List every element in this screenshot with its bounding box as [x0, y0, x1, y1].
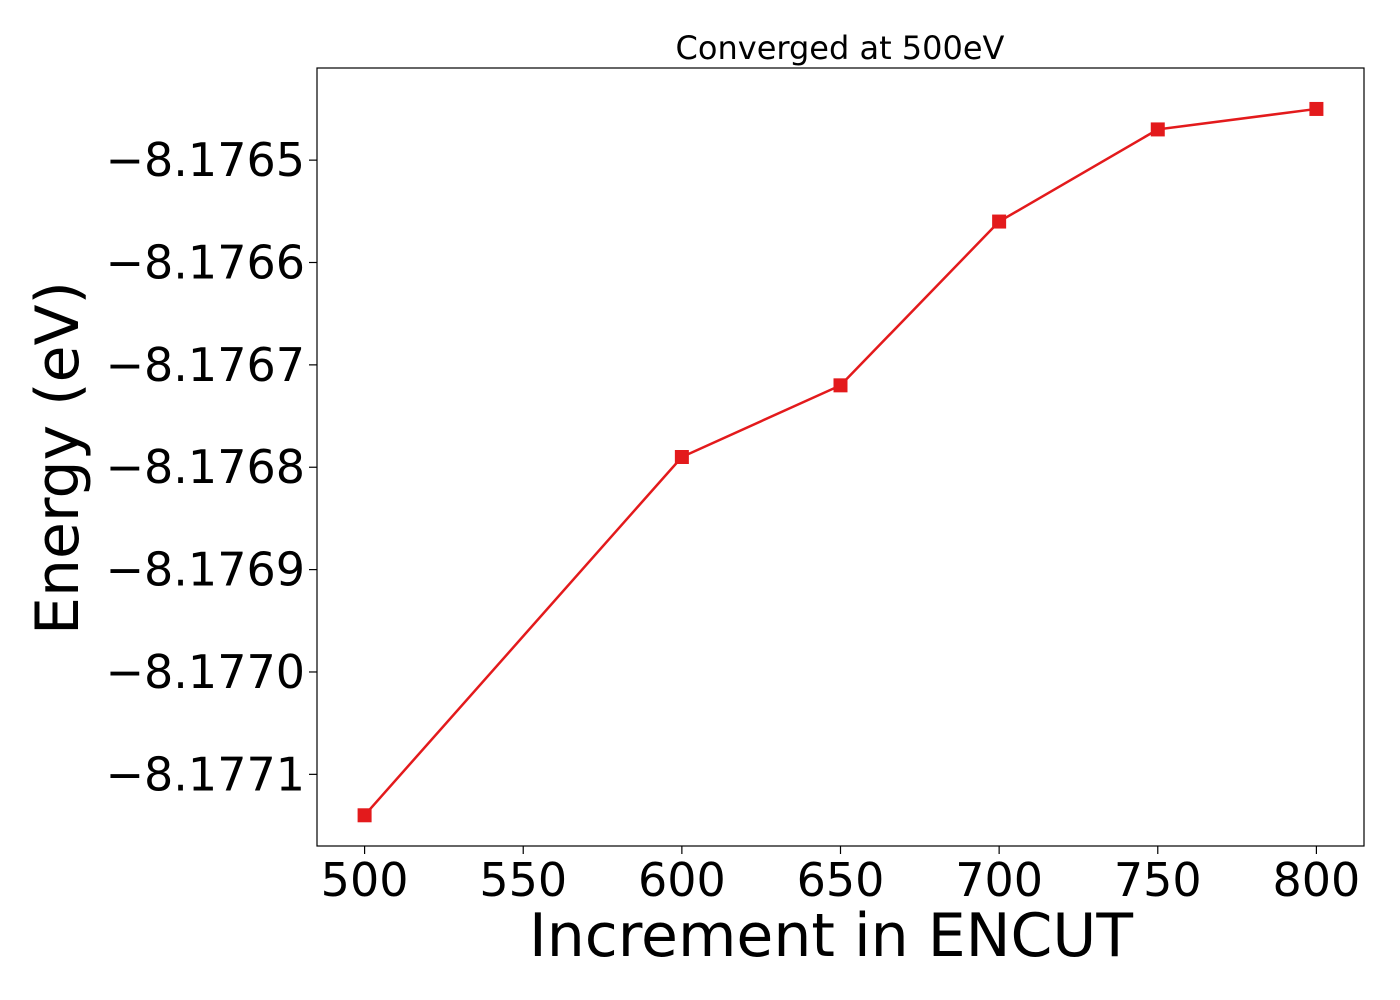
- y-tick-label: −8.1766: [106, 236, 306, 290]
- data-point: [674, 450, 689, 464]
- y-tick-label: −8.1767: [106, 338, 306, 392]
- data-point: [1309, 101, 1324, 116]
- y-tick-label: −8.1769: [106, 543, 306, 597]
- plot-area: 500 550 600 650 700 750 800 −8.1771 −8.1770 −8.17…: [106, 67, 1365, 907]
- x-tick-label: 800: [1273, 853, 1361, 907]
- y-tick-label: −8.1770: [106, 645, 306, 699]
- y-axis-label: Energy (eV): [23, 281, 93, 635]
- y-tick-label: −8.1765: [106, 133, 306, 187]
- x-tick-label: 650: [797, 853, 885, 907]
- data-point: [1150, 122, 1165, 137]
- data-point: [833, 378, 848, 393]
- y-tick-label: −8.1771: [106, 747, 306, 801]
- x-tick-label: 600: [638, 853, 726, 907]
- x-axis-label: Increment in ENCUT: [529, 901, 1133, 971]
- y-tick-label: −8.1768: [106, 440, 306, 494]
- chart-title: Converged at 500eV: [676, 29, 1005, 67]
- x-tick-label: 500: [321, 853, 409, 907]
- series-line: [363, 107, 1317, 817]
- x-tick-label: 750: [1114, 853, 1202, 907]
- x-tick-label: 550: [479, 853, 567, 907]
- x-tick-label: 700: [955, 853, 1043, 907]
- data-point: [357, 808, 372, 823]
- plot-frame: [316, 67, 1365, 847]
- data-point: [992, 214, 1007, 229]
